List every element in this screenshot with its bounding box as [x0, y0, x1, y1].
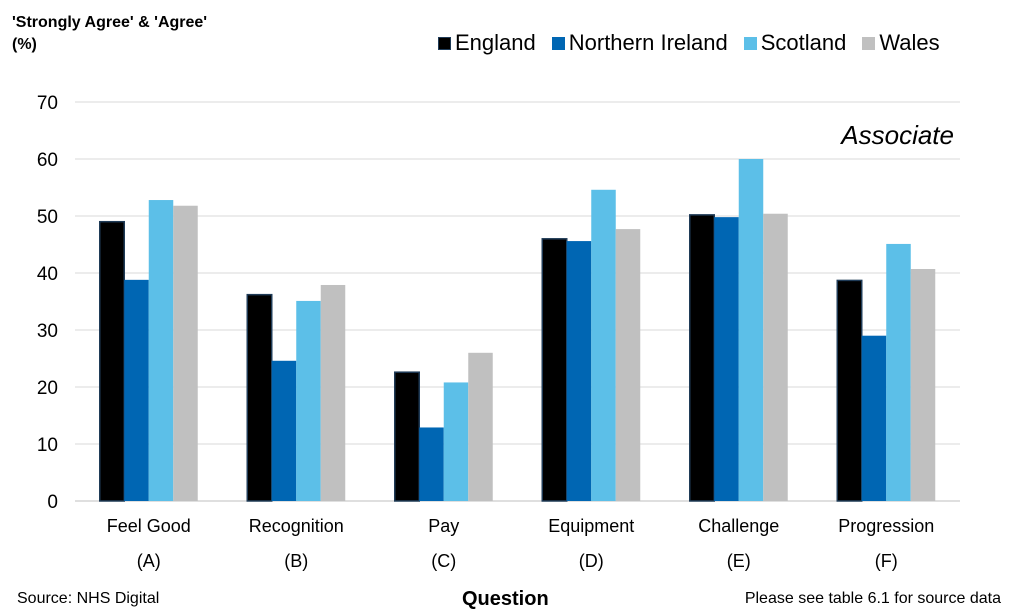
y-tick-label: 0: [47, 492, 58, 513]
legend-swatch-scotland: [743, 36, 757, 50]
bar-progression-scotland: [886, 243, 911, 501]
y-tick-label: 40: [37, 264, 58, 285]
x-tick-label: Recognition: [249, 516, 344, 536]
bar-pay-scotland: [443, 382, 469, 501]
legend-swatch-northern-ireland: [551, 36, 565, 50]
bar-challenge-scotland: [738, 159, 764, 501]
chart-annotation: Associate: [841, 120, 954, 150]
legend-item-wales: Wales: [862, 30, 940, 56]
x-tick-code: (B): [284, 551, 308, 571]
x-tick-label: Progression: [838, 516, 934, 536]
legend-label-scotland: Scotland: [760, 30, 847, 55]
x-tick-label: Equipment: [548, 516, 634, 536]
legend: England Northern Ireland Scotland Wales: [438, 30, 940, 56]
x-tick-code: (D): [579, 551, 604, 571]
legend-item-northern-ireland: Northern Ireland: [551, 30, 728, 56]
bar-feel-good-scotland: [148, 200, 174, 502]
bar-recognition-northern-ireland: [271, 360, 297, 501]
bar-challenge-england: [689, 214, 715, 502]
x-tick-label: Pay: [428, 516, 459, 536]
bar-pay-england: [394, 371, 420, 502]
legend-label-northern-ireland: Northern Ireland: [568, 30, 728, 55]
bar-feel-good-wales: [173, 205, 198, 502]
bar-equipment-northern-ireland: [566, 241, 592, 501]
y-tick-label: 70: [37, 93, 58, 114]
footnote: Please see table 6.1 for source data: [744, 590, 1001, 607]
bar-challenge-northern-ireland: [714, 217, 739, 501]
bar-equipment-england: [541, 238, 568, 502]
source-note: Source: NHS Digital: [17, 590, 160, 607]
y-tick-label: 60: [37, 150, 58, 171]
x-tick-code: (C): [431, 551, 456, 571]
y-tick-label: 10: [37, 435, 58, 456]
bar-recognition-wales: [320, 284, 346, 501]
bar-equipment-scotland: [591, 189, 616, 501]
legend-item-scotland: Scotland: [743, 30, 847, 56]
y-tick-label: 20: [37, 378, 58, 399]
x-tick-code: (A): [137, 551, 161, 571]
y-tick-label: 50: [37, 207, 58, 228]
bar-progression-england: [836, 279, 863, 502]
bar-progression-wales: [910, 269, 936, 501]
bar-feel-good-northern-ireland: [124, 279, 149, 501]
x-tick-label: Challenge: [698, 516, 779, 536]
bar-feel-good-england: [99, 220, 125, 502]
legend-swatch-wales: [862, 36, 876, 50]
bar-equipment-wales: [615, 229, 641, 502]
legend-label-england: England: [455, 30, 536, 55]
legend-item-england: England: [438, 30, 536, 56]
y-axis-label: 'Strongly Agree' & 'Agree' (%): [12, 14, 208, 53]
bar-recognition-england: [246, 293, 273, 502]
bar-recognition-scotland: [296, 300, 321, 501]
x-tick-label: Feel Good: [107, 516, 191, 536]
x-tick-code: (E): [727, 551, 751, 571]
legend-swatch-england: [438, 36, 451, 50]
bar-progression-northern-ireland: [861, 335, 887, 501]
bar-pay-northern-ireland: [419, 427, 444, 501]
x-tick-code: (F): [875, 551, 898, 571]
bar-challenge-wales: [763, 213, 788, 501]
bar-pay-wales: [468, 352, 493, 501]
y-tick-label: 30: [37, 321, 58, 342]
legend-label-wales: Wales: [879, 30, 940, 55]
x-axis-title: Question: [462, 588, 549, 610]
